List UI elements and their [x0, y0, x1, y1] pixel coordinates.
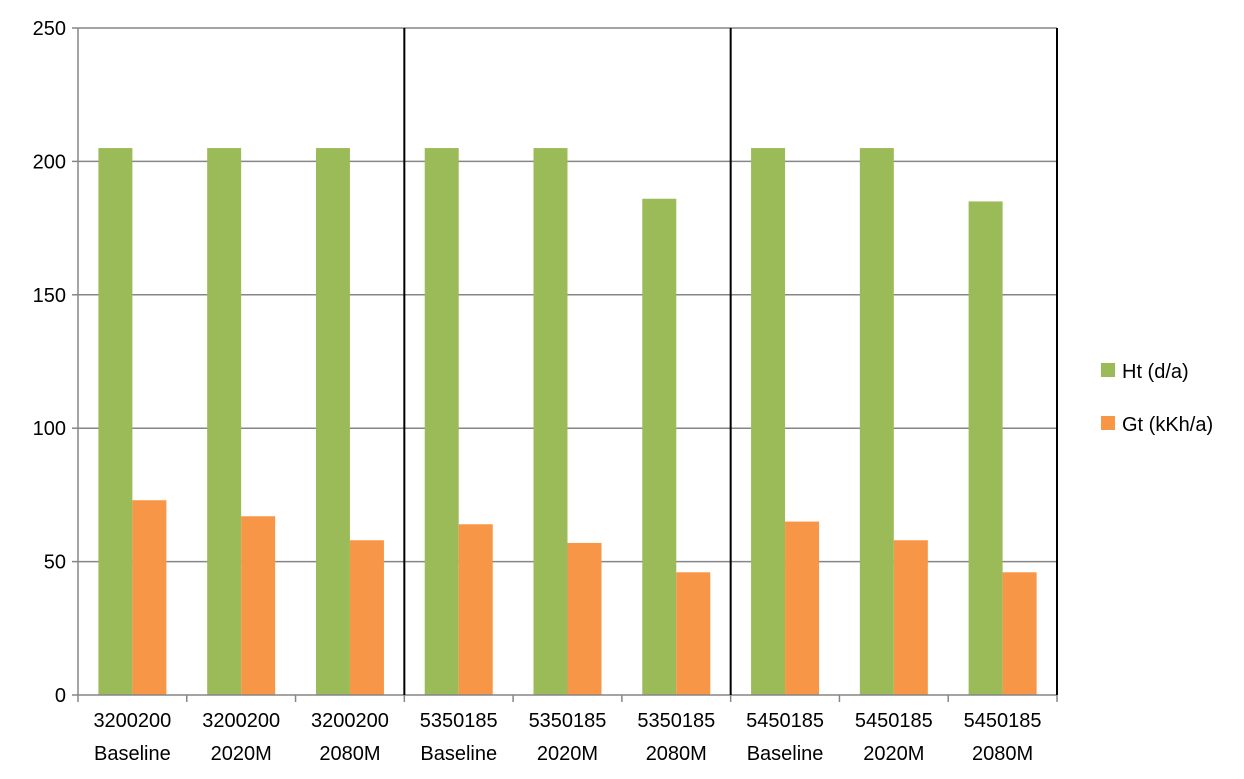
x-tick-label-code: 3200200	[202, 710, 280, 732]
x-tick-label-scenario: 2020M	[211, 743, 272, 765]
bar-ht	[98, 148, 133, 695]
x-tick-label-code: 5450185	[964, 710, 1042, 732]
bars	[98, 148, 1037, 696]
legend-swatch	[1101, 363, 1115, 377]
x-tick-label-scenario: 2080M	[972, 743, 1033, 765]
y-tick-label: 150	[33, 285, 66, 307]
y-tick-label: 100	[33, 418, 66, 440]
y-tick-label: 250	[33, 18, 66, 40]
axes	[72, 27, 1058, 702]
x-tick-label-scenario: Baseline	[747, 743, 824, 765]
x-tick-label-code: 5350185	[420, 710, 498, 732]
bar-ht	[315, 148, 350, 695]
x-tick-label-code: 5450185	[746, 710, 824, 732]
y-tick-label: 200	[33, 151, 66, 173]
x-tick-label-code: 5450185	[855, 710, 933, 732]
bar-gt	[132, 500, 167, 695]
bar-ht	[859, 148, 894, 695]
bar-ht	[751, 148, 786, 695]
bar-ht	[533, 148, 568, 695]
x-tick-label-code: 3200200	[311, 710, 389, 732]
axis-labels: 0 50 100 150 200 250 3200200 Baseline 3200200 202…	[33, 18, 1042, 765]
x-tick-label-scenario: 2080M	[646, 743, 707, 765]
bar-gt	[458, 524, 493, 695]
x-tick-label-scenario: Baseline	[94, 743, 171, 765]
bar-gt	[785, 521, 820, 695]
y-tick-label: 50	[44, 552, 66, 574]
bar-gt	[349, 540, 384, 695]
bar-gt	[241, 516, 276, 695]
x-tick-label-scenario: 2020M	[863, 743, 924, 765]
x-tick-label-code: 5350185	[529, 710, 607, 732]
legend-swatch	[1101, 416, 1115, 430]
legend-label: Gt (kKh/a)	[1122, 414, 1213, 436]
bar-gt	[676, 572, 711, 695]
bar-gt	[893, 540, 928, 695]
x-tick-label-code: 5350185	[637, 710, 715, 732]
bar-ht	[207, 148, 242, 695]
x-tick-label-scenario: 2080M	[319, 743, 380, 765]
legend-label: Ht (d/a)	[1122, 361, 1189, 383]
legend: Ht (d/a) Gt (kKh/a)	[1101, 361, 1213, 436]
x-tick-label-code: 3200200	[93, 710, 171, 732]
y-tick-label: 0	[55, 685, 66, 707]
bar-ht	[968, 201, 1003, 696]
bar-gt	[567, 542, 602, 695]
bar-ht	[424, 148, 459, 695]
x-tick-label-scenario: Baseline	[420, 743, 497, 765]
bar-ht	[642, 198, 677, 695]
x-tick-label-scenario: 2020M	[537, 743, 598, 765]
bar-gt	[1002, 572, 1037, 695]
